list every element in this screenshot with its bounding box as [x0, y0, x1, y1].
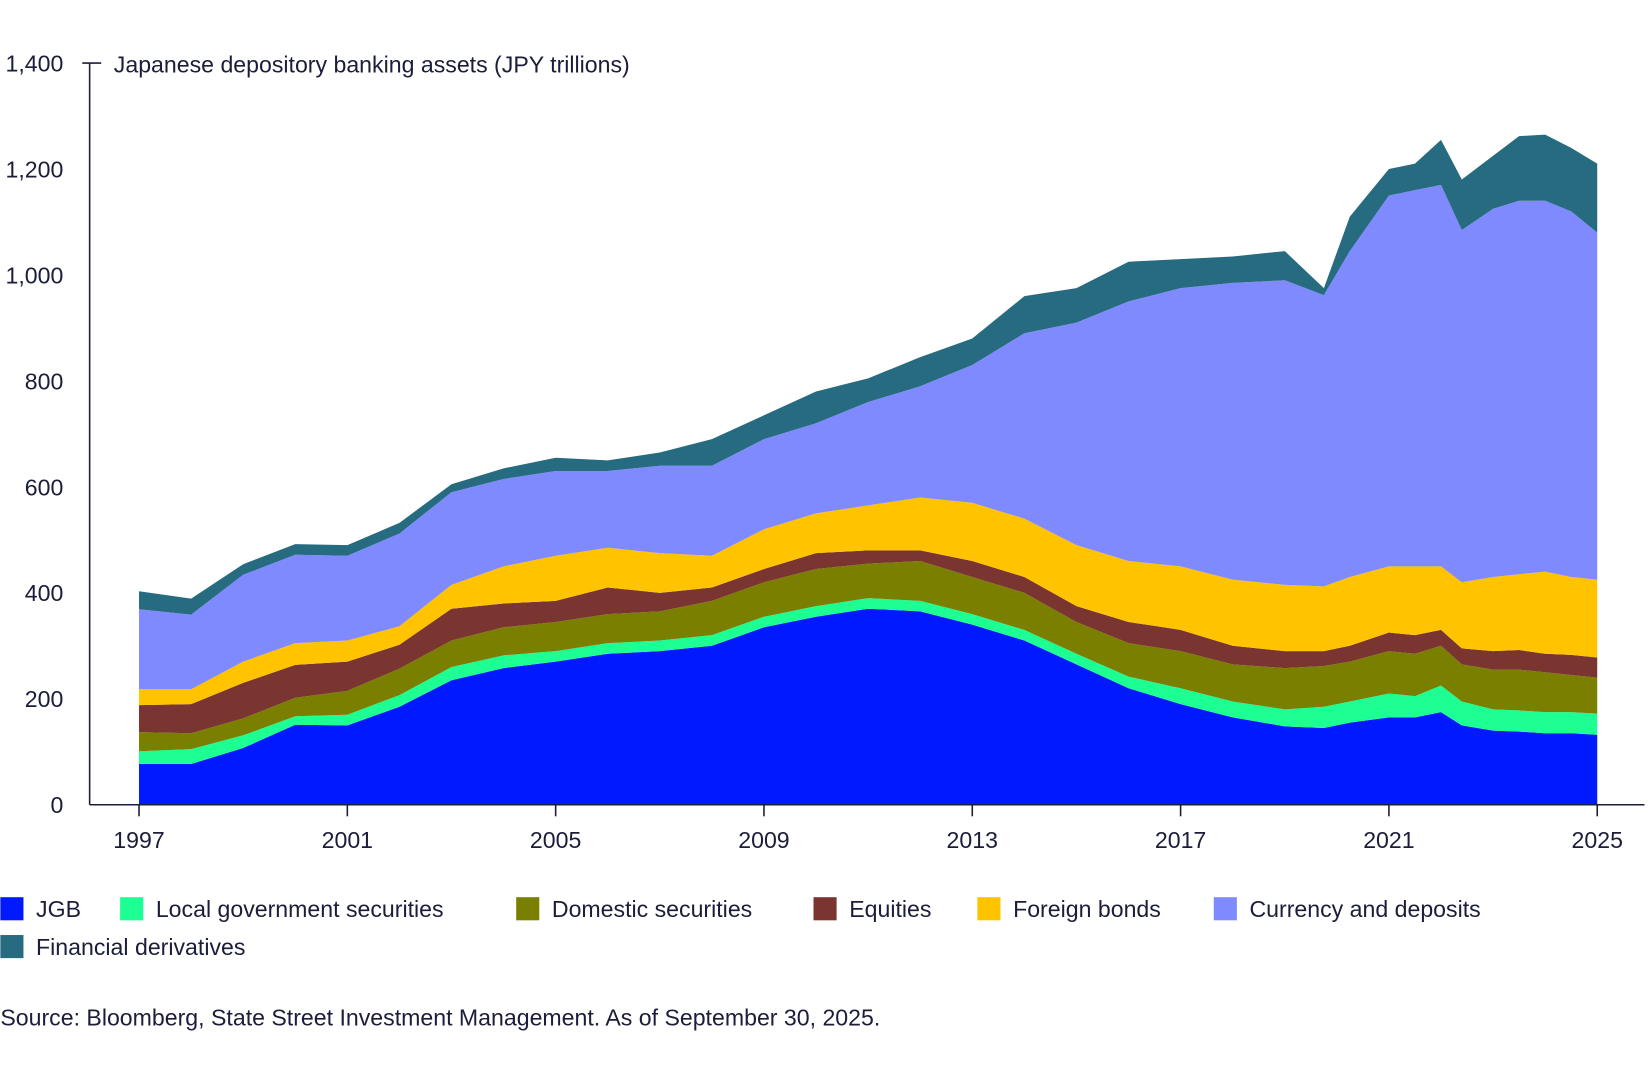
- legend-swatch: [977, 897, 1001, 921]
- legend-swatch: [813, 897, 837, 921]
- area-equities: [139, 550, 1598, 734]
- y-tick-label: 400: [25, 580, 64, 606]
- source-note: Source: Bloomberg, State Street Investme…: [0, 1004, 880, 1030]
- legend-label: Domestic securities: [552, 896, 752, 922]
- area-domestic-securities: [139, 561, 1598, 752]
- area-financial-derivatives: [139, 134, 1598, 615]
- legend: JGB Local government securities Domestic s…: [0, 896, 1481, 960]
- legend-item-currency-and-deposits: Currency and deposits: [1213, 896, 1481, 922]
- legend-label: Financial derivatives: [36, 934, 245, 960]
- legend-item-local-government-securities: Local government securities: [120, 896, 444, 922]
- legend-label: Local government securities: [156, 896, 444, 922]
- y-tick-label: 1,000: [6, 262, 64, 288]
- y-tick-label: 1,200: [6, 156, 64, 182]
- legend-label: Currency and deposits: [1249, 896, 1480, 922]
- legend-label: Foreign bonds: [1013, 896, 1161, 922]
- x-tick-label: 2009: [738, 827, 789, 853]
- legend-swatch: [120, 897, 144, 921]
- x-tick-label: 1997: [113, 827, 164, 853]
- x-tick-label: 2021: [1363, 827, 1414, 853]
- x-tick-label: 2017: [1155, 827, 1206, 853]
- legend-label: Equities: [849, 896, 931, 922]
- x-tick-labels: 1997 2001 2005 2009 2013 2017 2021 2025: [113, 804, 1623, 853]
- legend-item-jgb: JGB: [0, 896, 81, 922]
- x-tick-label: 2025: [1572, 827, 1623, 853]
- y-tick-label: 600: [25, 474, 64, 500]
- legend-label: JGB: [36, 896, 81, 922]
- area-local-government-securities: [139, 598, 1598, 764]
- area-jgb: [139, 608, 1598, 805]
- y-tick-labels: 0 200 400 600 800 1,000 1,200 1,400: [6, 50, 64, 818]
- x-tick-label: 2005: [530, 827, 581, 853]
- x-tick-label: 2013: [947, 827, 998, 853]
- legend-swatch: [516, 897, 540, 921]
- area-layers: [139, 134, 1598, 805]
- legend-swatch: [0, 935, 24, 959]
- x-tick-label: 2001: [322, 827, 373, 853]
- y-tick-label: 1,400: [6, 50, 64, 76]
- y-tick-label: 200: [25, 686, 64, 712]
- area-foreign-bonds: [139, 497, 1598, 706]
- legend-item-foreign-bonds: Foreign bonds: [977, 896, 1161, 922]
- y-tick-label: 0: [51, 792, 64, 818]
- legend-item-equities: Equities: [813, 896, 931, 922]
- legend-swatch: [0, 897, 24, 921]
- y-tick-label: 800: [25, 368, 64, 394]
- chart-title: Japanese depository banking assets (JPY …: [114, 51, 630, 77]
- legend-swatch: [1213, 897, 1237, 921]
- area-currency-and-deposits: [139, 184, 1598, 690]
- legend-item-domestic-securities: Domestic securities: [516, 896, 752, 922]
- legend-item-financial-derivatives: Financial derivatives: [0, 934, 245, 960]
